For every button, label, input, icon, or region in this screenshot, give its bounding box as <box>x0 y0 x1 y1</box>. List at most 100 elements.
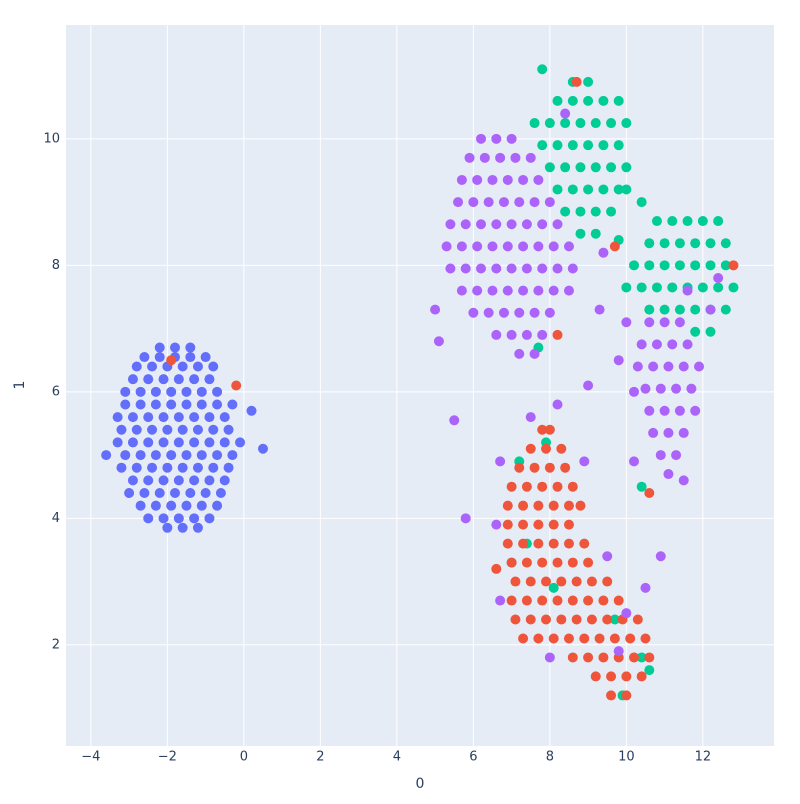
scatter-point <box>192 424 203 435</box>
scatter-point <box>705 260 716 271</box>
scatter-point <box>460 263 471 274</box>
scatter-point <box>162 424 173 435</box>
scatter-point <box>208 462 219 473</box>
scatter-point <box>185 352 196 363</box>
scatter-point <box>143 437 154 448</box>
scatter-point <box>483 197 494 208</box>
scatter-point <box>697 282 708 293</box>
y-tick-label: 10 <box>43 131 60 146</box>
scatter-point <box>544 462 555 473</box>
scatter-point <box>162 522 173 533</box>
x-tick-label: 8 <box>546 750 554 765</box>
scatter-point <box>502 500 513 511</box>
scatter-point <box>674 405 685 416</box>
scatter-point <box>544 424 555 435</box>
scatter-point <box>609 633 620 644</box>
scatter-point <box>563 538 574 549</box>
scatter-point <box>430 304 441 315</box>
scatter-point <box>143 475 154 486</box>
scatter-point <box>502 241 513 252</box>
scatter-point <box>537 263 548 274</box>
scatter-point <box>533 174 544 185</box>
scatter-point <box>510 576 521 587</box>
scatter-point <box>192 462 203 473</box>
scatter-point <box>636 282 647 293</box>
scatter-point <box>514 348 525 359</box>
scatter-point <box>219 412 230 423</box>
scatter-point <box>567 140 578 151</box>
scatter-point <box>560 462 571 473</box>
scatter-point <box>487 285 498 296</box>
scatter-point <box>468 307 479 318</box>
scatter-point <box>690 405 701 416</box>
scatter-point <box>583 95 594 106</box>
scatter-point <box>583 140 594 151</box>
scatter-point <box>544 162 555 173</box>
scatter-point <box>659 317 670 328</box>
scatter-point <box>147 424 158 435</box>
scatter-point <box>644 665 655 676</box>
scatter-point <box>678 361 689 372</box>
scatter-point <box>158 513 169 524</box>
scatter-point <box>189 374 200 385</box>
scatter-point <box>476 263 487 274</box>
scatter-point <box>640 383 651 394</box>
scatter-point <box>552 263 563 274</box>
scatter-point <box>552 557 563 568</box>
scatter-point <box>487 174 498 185</box>
scatter-point <box>219 475 230 486</box>
scatter-point <box>518 538 529 549</box>
scatter-point <box>495 152 506 163</box>
scatter-point <box>602 576 613 587</box>
scatter-point <box>655 383 666 394</box>
scatter-point <box>208 361 219 372</box>
scatter-point <box>154 352 165 363</box>
scatter-point <box>671 450 682 461</box>
scatter-point <box>502 174 513 185</box>
scatter-point <box>112 412 123 423</box>
scatter-point <box>127 475 138 486</box>
scatter-point <box>682 285 693 296</box>
scatter-point <box>609 614 620 625</box>
scatter-point <box>613 595 624 606</box>
scatter-point <box>636 339 647 350</box>
scatter-point <box>506 595 517 606</box>
scatter-point <box>651 339 662 350</box>
scatter-point <box>449 415 460 426</box>
scatter-point <box>181 450 192 461</box>
scatter-point <box>636 652 647 663</box>
scatter-point <box>713 272 724 283</box>
scatter-point <box>533 633 544 644</box>
scatter-point <box>120 399 131 410</box>
scatter-point <box>583 380 594 391</box>
scatter-point <box>101 450 112 461</box>
scatter-point <box>705 326 716 337</box>
scatter-point <box>491 133 502 144</box>
scatter-point <box>544 118 555 129</box>
scatter-point <box>498 197 509 208</box>
scatter-point <box>177 424 188 435</box>
scatter-point <box>456 241 467 252</box>
scatter-point <box>674 304 685 315</box>
x-tick-label: 2 <box>316 750 324 765</box>
scatter-point <box>659 304 670 315</box>
scatter-point <box>200 352 211 363</box>
scatter-point <box>602 551 613 562</box>
scatter-point <box>219 437 230 448</box>
scatter-point <box>158 475 169 486</box>
scatter-point <box>609 241 620 252</box>
scatter-point <box>667 216 678 227</box>
scatter-point <box>621 671 632 682</box>
x-tick-label: 0 <box>240 750 248 765</box>
scatter-point <box>158 412 169 423</box>
scatter-point <box>525 614 536 625</box>
scatter-point <box>548 285 559 296</box>
scatter-point <box>518 241 529 252</box>
x-tick-label: 6 <box>469 750 477 765</box>
scatter-point <box>571 76 582 87</box>
scatter-point <box>575 162 586 173</box>
scatter-point <box>529 118 540 129</box>
scatter-point <box>644 238 655 249</box>
scatter-point <box>632 614 643 625</box>
